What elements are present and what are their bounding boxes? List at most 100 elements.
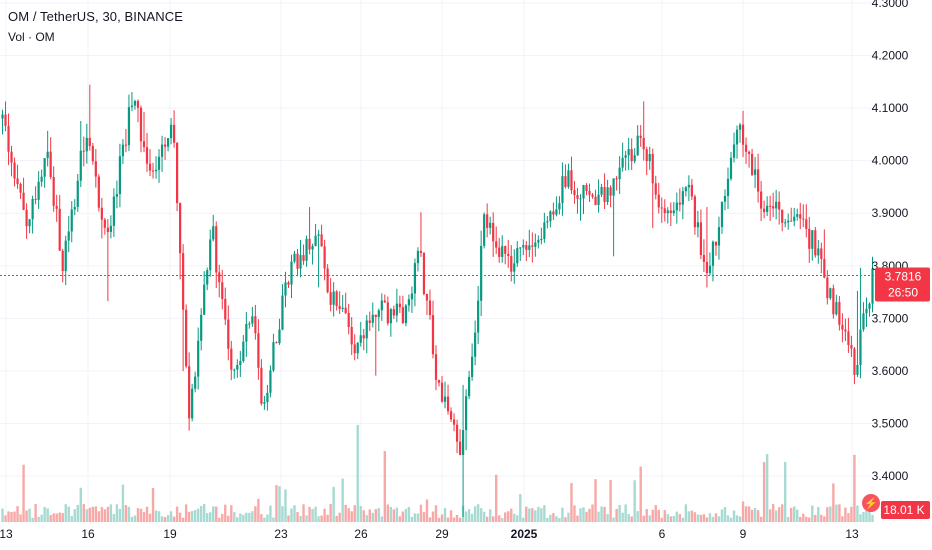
candle-body [416,250,420,264]
volume-bar [729,517,733,522]
candle-body [519,247,522,249]
volume-bar [820,514,823,522]
volume-bar [181,517,185,522]
volume-bar [759,516,763,522]
price-tick-label: 3.7000 [872,311,909,325]
volume-bar [206,513,209,522]
candle-body [64,240,67,272]
candle-body [570,170,573,191]
candle-body [871,268,874,304]
candle-body [651,154,654,184]
candle-body [847,331,850,346]
symbol-title[interactable]: OM / TetherUS, 30, BINANCE [8,9,184,24]
candle-body [386,302,389,324]
candle-body [254,316,257,334]
volume-bar [184,504,188,522]
candle-body [332,291,335,305]
time-axis[interactable]: 13 16 19 23 26 29 2025 6 9 13 [0,522,932,550]
candle-body [148,163,152,171]
volume-bar [594,479,597,522]
candle-body [678,202,681,205]
price-axis[interactable]: 3.40003.50003.60003.70003.80003.90004.00… [872,0,932,550]
volume-bar [850,506,853,522]
volume-bar [684,504,688,522]
candle-body [94,161,97,177]
volume-bar [233,512,236,522]
volume-bar [395,507,399,522]
volume-bar [805,516,808,522]
volume-bar [799,516,802,522]
volume-bar [531,508,534,522]
volume-bar [603,506,606,522]
volume-bar [838,504,841,522]
candle-body [766,205,769,213]
volume-bar [169,511,173,522]
candle-body [753,169,757,175]
candle-body [188,366,191,419]
candle-body [660,207,663,209]
candle-body [266,392,269,403]
candle-body [772,206,775,209]
volume-bar [657,509,660,522]
time-tick-label: 9 [740,527,747,541]
volume-bar [124,505,128,522]
candle-body [723,195,727,202]
volume-bar [260,514,263,522]
candle-body [305,238,308,261]
volume-indicator-label[interactable]: Vol · OM [8,30,55,44]
candle-body [37,181,40,200]
candle-body [278,329,281,344]
candle-body [260,367,263,404]
candle-body [389,309,392,324]
candle-body [600,187,603,195]
volume-bar [64,504,67,522]
volume-bar [275,485,278,522]
volume-value-badge[interactable] [881,501,930,519]
candle-body [287,282,290,285]
volume-bar [196,508,200,522]
volume-bar [344,504,347,522]
candle-body [362,335,365,339]
volume-bar [299,515,302,522]
candle-body [242,341,245,361]
volume-bar [422,512,426,522]
volume-bar [823,516,826,522]
candle-body [79,150,82,181]
candle-body [395,303,398,316]
candle-body [169,124,173,139]
last-price-badge[interactable] [875,267,930,302]
candle-body [139,107,143,142]
price-tick-label: 3.5000 [872,416,909,430]
volume-bar [428,517,432,522]
volume-bar [106,506,110,522]
volume-bar [829,506,832,522]
candle-body [823,258,826,278]
candle-body [145,147,149,164]
candle-body [302,255,305,261]
volume-bar [636,511,639,522]
volume-bar [190,511,194,522]
volume-bar [612,517,615,522]
volume-bar [353,505,356,522]
volume-bar [368,509,371,522]
volume-bar [22,464,25,522]
volume-bar [862,511,865,522]
volume-bar [284,489,287,522]
candle-body [741,124,745,145]
volume-bar [139,508,143,522]
candle-body [437,379,441,383]
lightning-icon[interactable]: ⚡ [862,494,880,512]
candle-body [109,225,112,232]
volume-bar [97,511,101,522]
candle-body [91,146,94,162]
volume-bar [58,512,61,522]
candle-body [477,300,480,333]
volume-bar [40,514,43,522]
volume-bar [449,510,453,522]
price-tick-label: 3.4000 [872,469,909,483]
candle-body [290,261,293,285]
candle-body [862,313,865,330]
candle-body [498,247,501,257]
volume-bar [407,506,411,522]
